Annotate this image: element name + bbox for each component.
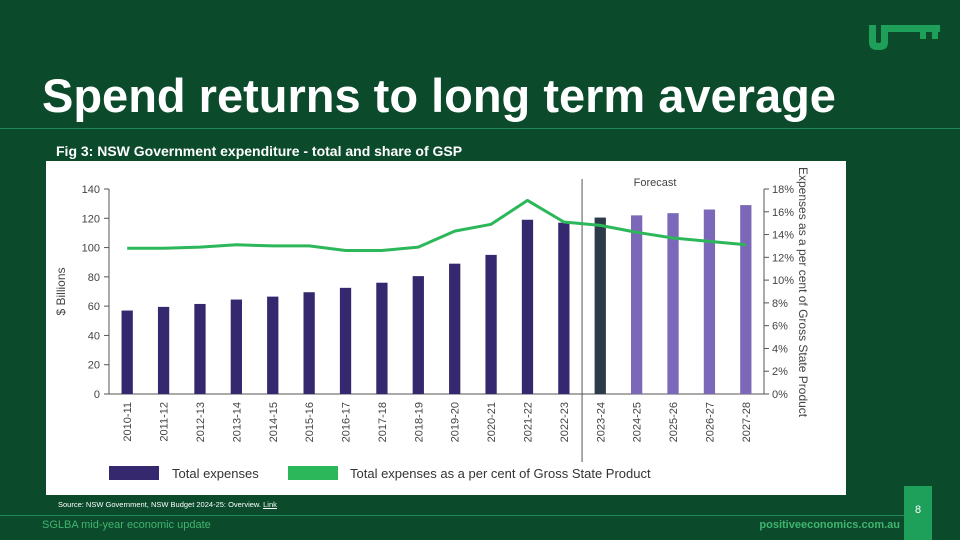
chart-panel: 0 20 40 60 80 100 120 140 0% 2% 4% 6% 8% 10% 12% 14% 16%… bbox=[46, 161, 846, 495]
bar-2012-13 bbox=[194, 303, 206, 394]
y-tick-label-left: 120 bbox=[82, 213, 100, 225]
bar-2020-21 bbox=[485, 254, 497, 394]
source-text: Source: NSW Government, NSW Budget 2024-… bbox=[58, 500, 262, 509]
x-tick-label: 2010-11 bbox=[122, 402, 134, 442]
bar-2018-19 bbox=[412, 276, 424, 394]
x-tick-label: 2015-16 bbox=[304, 402, 316, 442]
x-tick-label: 2022-23 bbox=[559, 402, 571, 442]
y-axis-title-right: Expenses as a per cent of Gross State Pr… bbox=[796, 167, 810, 418]
y-tick-label-right: 4% bbox=[772, 343, 788, 355]
bar-2013-14 bbox=[230, 299, 243, 394]
y-tick-label-left: 140 bbox=[82, 184, 100, 196]
y-tick-label-right: 12% bbox=[772, 252, 794, 264]
y-tick-label-right: 18% bbox=[772, 184, 794, 196]
legend-swatch-gsp-share bbox=[288, 466, 338, 480]
bar-2016-17 bbox=[339, 287, 352, 394]
title-divider bbox=[0, 128, 960, 129]
bar-2023-24 bbox=[594, 217, 606, 394]
x-tick-label: 2026-27 bbox=[704, 402, 716, 442]
x-tick-label: 2011-12 bbox=[159, 402, 171, 442]
y-tick-label-left: 80 bbox=[88, 272, 100, 284]
bar-2011-12 bbox=[157, 306, 170, 394]
x-tick-label: 2024-25 bbox=[632, 402, 644, 442]
bar-2017-18 bbox=[376, 282, 388, 394]
y-tick-label-right: 6% bbox=[772, 321, 788, 333]
bar-2015-16 bbox=[303, 292, 315, 394]
x-tick-label: 2023-24 bbox=[595, 402, 607, 442]
bar-2019-20 bbox=[449, 263, 461, 394]
footer-title: SGLBA mid-year economic update bbox=[42, 519, 211, 531]
x-tick-label: 2012-13 bbox=[195, 402, 207, 442]
x-tick-label: 2014-15 bbox=[268, 402, 280, 442]
bar-2010-11 bbox=[121, 310, 133, 394]
legend-swatch-total-expenses bbox=[109, 466, 159, 480]
y-tick-label-right: 14% bbox=[772, 230, 794, 242]
x-tick-label: 2021-22 bbox=[522, 402, 534, 442]
legend-label-gsp-share: Total expenses as a per cent of Gross St… bbox=[350, 466, 651, 481]
y-tick-label-left: 100 bbox=[82, 243, 100, 255]
source-link[interactable]: Link bbox=[263, 500, 277, 509]
bar-2027-28 bbox=[740, 205, 752, 394]
forecast-label: Forecast bbox=[634, 177, 677, 189]
bar-2022-23 bbox=[558, 222, 570, 394]
x-tick-label: 2025-26 bbox=[668, 402, 680, 442]
legend-label-total-expenses: Total expenses bbox=[172, 466, 259, 481]
page-number: 8 bbox=[904, 486, 932, 540]
footer-website[interactable]: positiveeconomics.com.au bbox=[759, 519, 900, 531]
x-tick-label: 2020-21 bbox=[486, 402, 498, 442]
y-tick-label-left: 60 bbox=[88, 301, 100, 313]
y-tick-label-right: 16% bbox=[772, 207, 794, 219]
gsp-share-line bbox=[127, 198, 746, 252]
slide-title: Spend returns to long term average bbox=[42, 69, 836, 122]
figure-caption: Fig 3: NSW Government expenditure - tota… bbox=[56, 143, 463, 159]
y-tick-label-right: 2% bbox=[772, 366, 788, 378]
y-tick-label-left: 0 bbox=[94, 389, 100, 401]
bar-2014-15 bbox=[267, 296, 279, 394]
x-tick-label: 2013-14 bbox=[231, 402, 243, 442]
bar-2026-27 bbox=[703, 209, 716, 394]
x-tick-label: 2019-20 bbox=[450, 402, 462, 442]
bar-2025-26 bbox=[667, 213, 679, 394]
source-note: Source: NSW Government, NSW Budget 2024-… bbox=[58, 500, 277, 509]
bar-2024-25 bbox=[630, 215, 643, 394]
y-tick-label-right: 8% bbox=[772, 298, 788, 310]
x-tick-label: 2027-28 bbox=[741, 402, 753, 442]
y-tick-label-left: 20 bbox=[88, 360, 100, 372]
expenditure-chart: 0 20 40 60 80 100 120 140 0% 2% 4% 6% 8% 10% 12% 14% 16%… bbox=[54, 167, 810, 481]
x-tick-label: 2016-17 bbox=[341, 402, 353, 442]
y-tick-label-right: 10% bbox=[772, 275, 794, 287]
y-tick-label-left: 40 bbox=[88, 330, 100, 342]
x-tick-label: 2018-19 bbox=[413, 402, 425, 442]
bar-2021-22 bbox=[521, 219, 534, 394]
key-icon bbox=[869, 25, 940, 50]
y-axis-title-left: $ Billions bbox=[54, 267, 68, 315]
y-tick-label-right: 0% bbox=[772, 389, 788, 401]
footer-divider bbox=[0, 515, 904, 516]
x-tick-label: 2017-18 bbox=[377, 402, 389, 442]
